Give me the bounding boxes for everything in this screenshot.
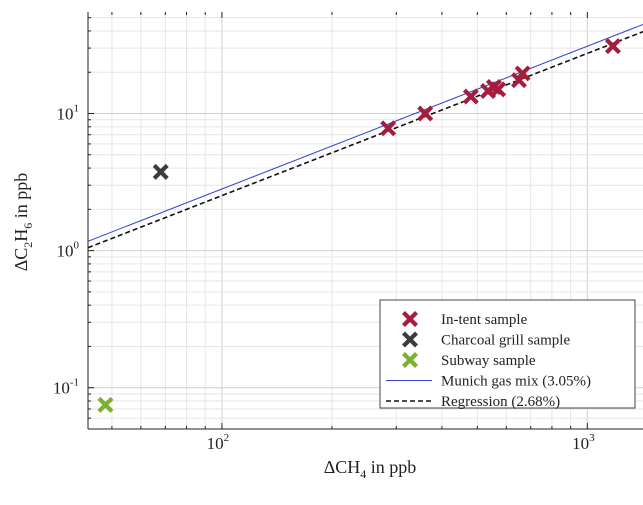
legend-box [379,299,636,409]
legend-marker-2 [402,352,418,368]
data-point-series-0 [417,105,434,122]
data-point-series-0 [462,88,479,105]
legend: In-tent sample Charcoal grill sample Subwa… [379,299,636,410]
legend-marker-1 [402,331,418,348]
legend-label-4: Regression (2.68%) [441,394,560,410]
data-point-series-0 [514,65,531,82]
x-tick-label: 102 [207,432,230,453]
data-point-series-0 [490,81,507,98]
series-line-3 [88,24,643,242]
legend-label-2: Subway sample [441,353,536,369]
y-tick-label: 10-1 [53,377,79,398]
data-point-series-0 [604,38,621,55]
legend-label-0: In-tent sample [441,312,528,328]
axis-ticks: 102 103 10-1 100 101 [53,12,595,453]
legend-label-1: Charcoal grill sample [441,333,570,349]
data-point-series-1 [152,163,169,180]
series-line-4 [88,30,643,249]
legend-marker-0 [402,311,418,327]
x-tick-label: 103 [572,432,595,453]
legend-label-3: Munich gas mix (3.05%) [441,374,591,390]
data-points [97,38,621,413]
data-point-series-2 [97,396,114,413]
data-point-series-0 [380,120,397,137]
y-tick-label: 100 [57,240,80,261]
y-tick-label: 101 [57,103,80,124]
fit-lines [88,24,643,249]
y-axis-label: ΔC2H6 in ppb [11,173,35,272]
x-axis-label: ΔCH4 in ppb [324,457,417,481]
